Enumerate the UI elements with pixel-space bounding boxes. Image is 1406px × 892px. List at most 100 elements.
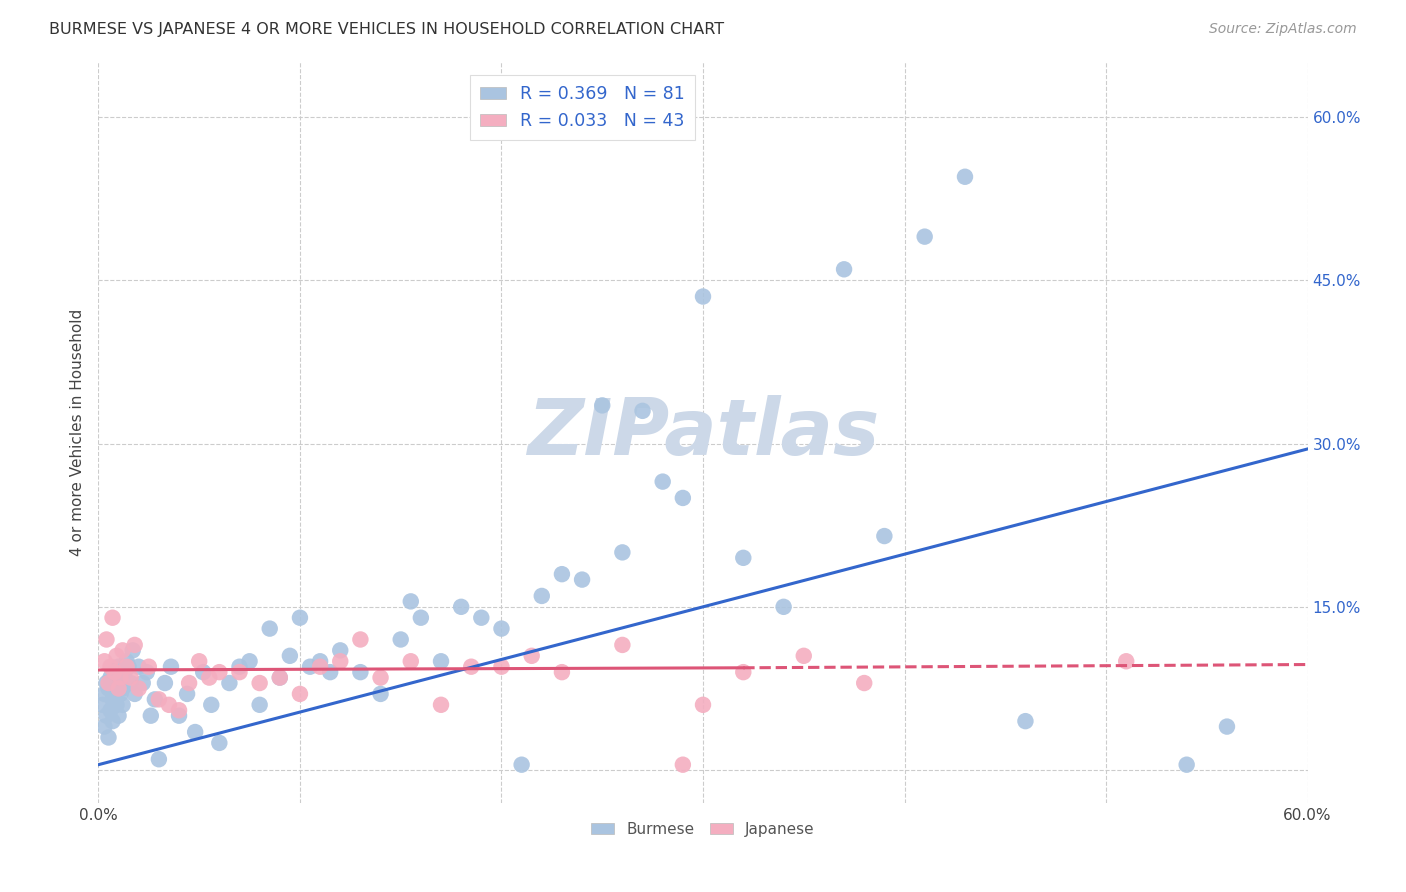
Point bbox=[135, 665, 157, 680]
Point bbox=[93, 720, 115, 734]
Point bbox=[160, 659, 183, 673]
Point bbox=[612, 545, 634, 559]
Point bbox=[510, 757, 533, 772]
Point bbox=[1115, 654, 1137, 668]
Point bbox=[124, 638, 146, 652]
Point bbox=[105, 676, 128, 690]
Point bbox=[132, 676, 155, 690]
Point bbox=[103, 665, 125, 680]
Point bbox=[228, 659, 250, 673]
Point bbox=[157, 698, 180, 712]
Point bbox=[450, 599, 472, 614]
Point bbox=[733, 550, 755, 565]
Point bbox=[530, 589, 553, 603]
Point bbox=[460, 659, 482, 673]
Point bbox=[389, 632, 412, 647]
Point bbox=[167, 703, 190, 717]
Point bbox=[239, 654, 262, 668]
Text: Source: ZipAtlas.com: Source: ZipAtlas.com bbox=[1209, 22, 1357, 37]
Point bbox=[299, 659, 322, 673]
Point bbox=[399, 594, 422, 608]
Point bbox=[520, 648, 543, 663]
Point bbox=[692, 698, 714, 712]
Text: ZIPatlas: ZIPatlas bbox=[527, 394, 879, 471]
Point bbox=[491, 659, 513, 673]
Point bbox=[188, 654, 211, 668]
Point bbox=[111, 698, 134, 712]
Point bbox=[228, 665, 250, 680]
Point bbox=[672, 757, 695, 772]
Point bbox=[278, 648, 301, 663]
Point bbox=[269, 671, 291, 685]
Point bbox=[914, 229, 936, 244]
Point bbox=[1014, 714, 1036, 728]
Point bbox=[110, 671, 132, 685]
Point bbox=[409, 611, 432, 625]
Point bbox=[631, 404, 654, 418]
Point bbox=[551, 665, 574, 680]
Point bbox=[399, 654, 422, 668]
Point bbox=[120, 671, 142, 685]
Point bbox=[107, 681, 129, 696]
Point bbox=[349, 665, 371, 680]
Point bbox=[672, 491, 695, 505]
Point bbox=[148, 752, 170, 766]
Point bbox=[110, 671, 132, 685]
Point bbox=[97, 731, 120, 745]
Point bbox=[103, 687, 125, 701]
Point bbox=[329, 654, 352, 668]
Point bbox=[430, 654, 453, 668]
Point bbox=[100, 703, 122, 717]
Point bbox=[124, 687, 146, 701]
Point bbox=[491, 622, 513, 636]
Point bbox=[218, 676, 240, 690]
Point bbox=[93, 654, 115, 668]
Point bbox=[853, 676, 876, 690]
Point bbox=[101, 692, 124, 706]
Point bbox=[651, 475, 673, 489]
Point bbox=[128, 659, 150, 673]
Point bbox=[128, 681, 150, 696]
Point bbox=[97, 676, 120, 690]
Point bbox=[110, 687, 132, 701]
Point bbox=[198, 671, 221, 685]
Point bbox=[167, 708, 190, 723]
Point bbox=[793, 648, 815, 663]
Point bbox=[832, 262, 855, 277]
Point bbox=[143, 692, 166, 706]
Point bbox=[551, 567, 574, 582]
Point bbox=[370, 687, 392, 701]
Text: BURMESE VS JAPANESE 4 OR MORE VEHICLES IN HOUSEHOLD CORRELATION CHART: BURMESE VS JAPANESE 4 OR MORE VEHICLES I… bbox=[49, 22, 724, 37]
Point bbox=[103, 665, 125, 680]
Point bbox=[733, 665, 755, 680]
Point bbox=[115, 654, 138, 668]
Point bbox=[96, 632, 118, 647]
Point bbox=[249, 676, 271, 690]
Point bbox=[208, 736, 231, 750]
Point bbox=[107, 659, 129, 673]
Point bbox=[269, 671, 291, 685]
Point bbox=[571, 573, 593, 587]
Point bbox=[329, 643, 352, 657]
Point bbox=[591, 398, 613, 412]
Point bbox=[612, 638, 634, 652]
Point bbox=[249, 698, 271, 712]
Point bbox=[208, 665, 231, 680]
Point bbox=[121, 643, 143, 657]
Point bbox=[200, 698, 222, 712]
Point bbox=[118, 659, 141, 673]
Point bbox=[138, 659, 160, 673]
Point bbox=[179, 676, 201, 690]
Point bbox=[111, 643, 134, 657]
Point bbox=[319, 665, 342, 680]
Point bbox=[184, 725, 207, 739]
Point bbox=[259, 622, 281, 636]
Point bbox=[153, 676, 176, 690]
Point bbox=[288, 687, 311, 701]
Point bbox=[349, 632, 371, 647]
Point bbox=[100, 659, 122, 673]
Point bbox=[100, 671, 122, 685]
Point bbox=[772, 599, 794, 614]
Point bbox=[288, 611, 311, 625]
Point bbox=[114, 665, 136, 680]
